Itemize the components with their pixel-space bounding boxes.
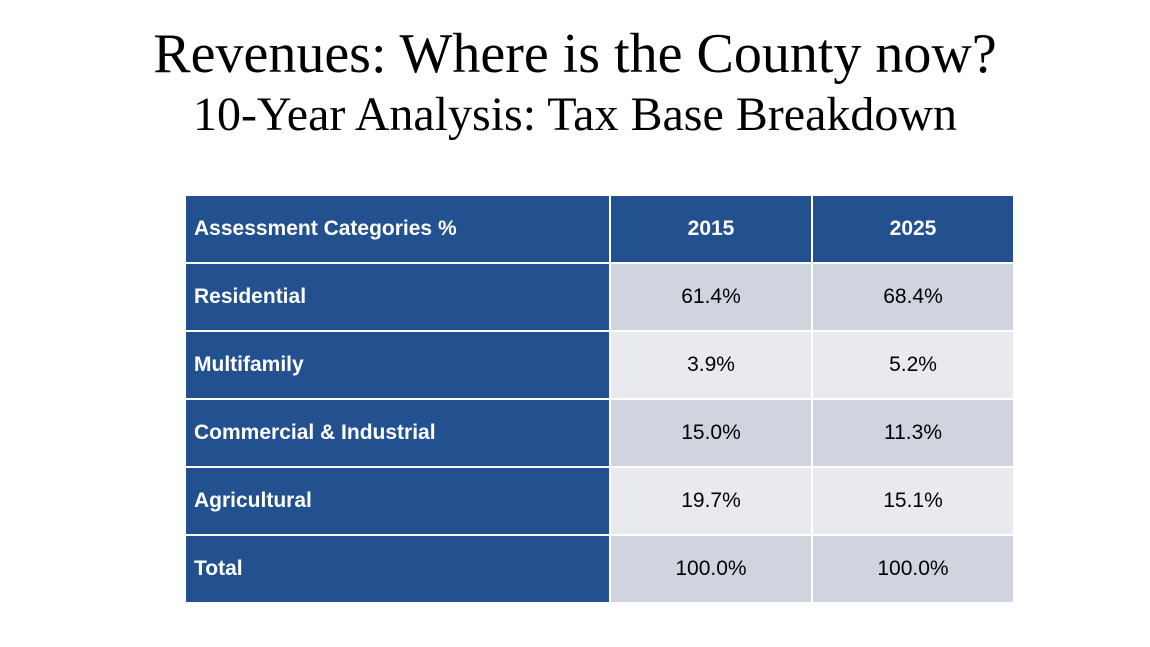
cell-2015: 61.4% xyxy=(609,262,813,332)
table-row: Commercial & Industrial 15.0% 11.3% xyxy=(184,398,1015,468)
table-row: Multifamily 3.9% 5.2% xyxy=(184,330,1015,400)
table-header-row: Assessment Categories % 2015 2025 xyxy=(184,194,1015,264)
tax-base-table: Assessment Categories % 2015 2025 Reside… xyxy=(184,194,1015,604)
row-category-multifamily: Multifamily xyxy=(184,330,611,400)
row-category-total: Total xyxy=(184,534,611,604)
table-row: Agricultural 19.7% 15.1% xyxy=(184,466,1015,536)
table-row: Total 100.0% 100.0% xyxy=(184,534,1015,604)
slide-title: Revenues: Where is the County now? 10-Ye… xyxy=(0,22,1150,144)
cell-2025: 100.0% xyxy=(811,534,1015,604)
cell-2025: 68.4% xyxy=(811,262,1015,332)
row-category-agricultural: Agricultural xyxy=(184,466,611,536)
header-assessment-categories: Assessment Categories % xyxy=(184,194,611,264)
cell-2015: 100.0% xyxy=(609,534,813,604)
row-category-residential: Residential xyxy=(184,262,611,332)
cell-2025: 15.1% xyxy=(811,466,1015,536)
row-category-commercial-industrial: Commercial & Industrial xyxy=(184,398,611,468)
cell-2015: 15.0% xyxy=(609,398,813,468)
header-2025: 2025 xyxy=(811,194,1015,264)
cell-2015: 3.9% xyxy=(609,330,813,400)
table-row: Residential 61.4% 68.4% xyxy=(184,262,1015,332)
cell-2015: 19.7% xyxy=(609,466,813,536)
title-main: Revenues: Where is the County now? xyxy=(153,23,997,85)
title-subtitle: 10-Year Analysis: Tax Base Breakdown xyxy=(192,88,958,141)
cell-2025: 5.2% xyxy=(811,330,1015,400)
header-2015: 2015 xyxy=(609,194,813,264)
cell-2025: 11.3% xyxy=(811,398,1015,468)
